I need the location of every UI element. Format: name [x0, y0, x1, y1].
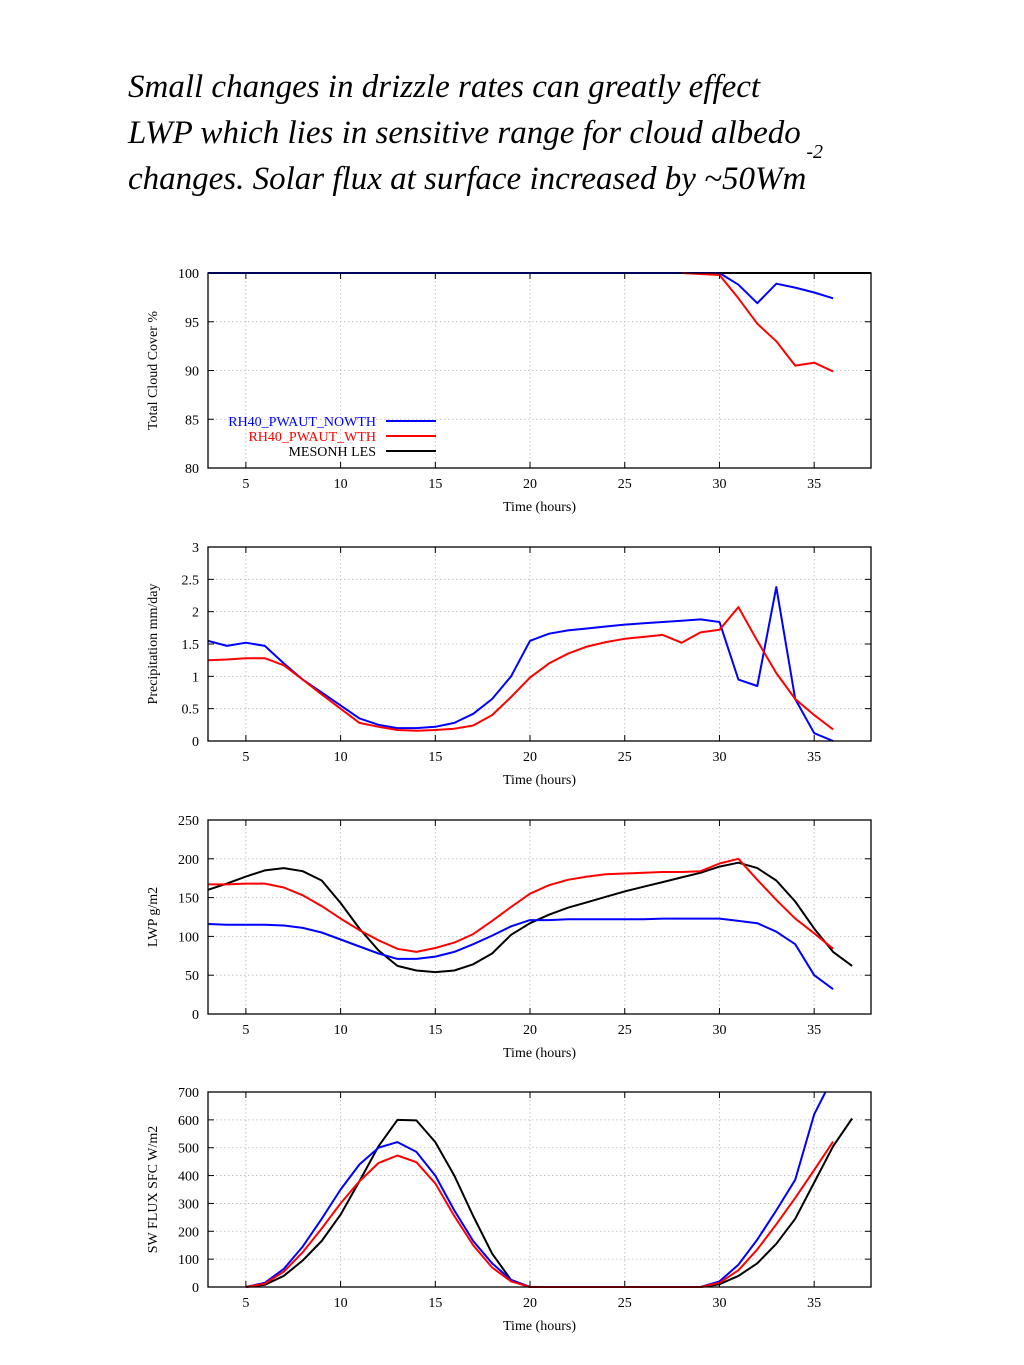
- chart-4-xtick-label-2: 15: [428, 1296, 442, 1311]
- chart-1-xtick-label-5: 30: [712, 477, 726, 492]
- chart-2-ylabel: Precipitation mm/day: [146, 584, 161, 705]
- chart-2-ytick-label-6: 3: [192, 541, 199, 556]
- chart-3-ytick-label-3: 150: [178, 892, 199, 907]
- chart-1-xtick-label-1: 10: [334, 477, 348, 492]
- chart-2-ytick-label-2: 1: [192, 670, 199, 685]
- chart-3: 5 10 15 20 25 30 35 0 50 100 150 200 250 Time (hours)…: [146, 814, 872, 1061]
- chart-4-frame: [207, 1091, 872, 1288]
- chart-3-xtick-label-2: 15: [428, 1023, 442, 1038]
- chart-1-xtick-label-6: 35: [807, 477, 821, 492]
- chart-4-xlabel: Time (hours): [503, 1319, 576, 1334]
- chart-4-ytick-label-0: 0: [192, 1281, 199, 1296]
- chart-2-xtick-label-0: 5: [242, 750, 249, 765]
- chart-4-series-rh40-pwaut-wth: [245, 1141, 834, 1288]
- chart-3-series-rh40-pwaut-nowth: [208, 917, 834, 991]
- chart-3-xlabel: Time (hours): [503, 1046, 576, 1061]
- chart-2: 5 10 15 20 25 30 35 0 0.5 1 1.5 2 2.5 3 Time (hours) Pr…: [146, 541, 872, 788]
- chart-4-ylabel: SW FLUX SFC W/m2: [146, 1126, 161, 1253]
- chart-2-xtick-label-2: 15: [428, 750, 442, 765]
- chart-3-ytick-label-1: 50: [185, 969, 199, 984]
- chart-1-ytick-label-2: 90: [185, 365, 199, 380]
- chart-4-xtick-label-4: 25: [618, 1296, 632, 1311]
- chart-4-ytick-label-3: 300: [178, 1197, 199, 1212]
- chart-1-legend-label-rh40-pwaut-wth: RH40_PWAUT_WTH: [248, 430, 376, 445]
- chart-1-ytick-label-1: 85: [185, 413, 199, 428]
- chart-2-xtick-label-1: 10: [334, 750, 348, 765]
- chart-3-xtick-label-1: 10: [334, 1023, 348, 1038]
- chart-2-xtick-label-4: 25: [618, 750, 632, 765]
- chart-4-series-mesonh-les: [245, 1117, 853, 1288]
- chart-2-xtick-label-6: 35: [807, 750, 821, 765]
- chart-2-xlabel: Time (hours): [503, 773, 576, 788]
- chart-4: 5 10 15 20 25 30 35 0 100 200 300 400 500 600 700 Time …: [146, 1086, 872, 1334]
- chart-4-ytick-label-5: 500: [178, 1142, 199, 1157]
- chart-3-xtick-label-6: 35: [807, 1023, 821, 1038]
- chart-2-frame: [207, 546, 872, 742]
- chart-2-series-rh40-pwaut-wth: [208, 606, 834, 732]
- chart-1-xtick-label-4: 25: [618, 477, 632, 492]
- caption-superscript: -2: [806, 141, 824, 163]
- chart-3-xtick-label-5: 30: [712, 1023, 726, 1038]
- chart-4-xtick-label-1: 10: [334, 1296, 348, 1311]
- caption-line-3: changes. Solar flux at surface increased…: [128, 142, 988, 202]
- chart-2-ytick-label-4: 2: [192, 606, 199, 621]
- chart-3-ytick-label-4: 200: [178, 853, 199, 868]
- chart-3-ytick-label-5: 250: [178, 814, 199, 829]
- chart-4-xtick-label-6: 35: [807, 1296, 821, 1311]
- chart-1-ytick-label-0: 80: [185, 462, 199, 477]
- chart-4-ytick-label-7: 700: [178, 1086, 199, 1101]
- chart-3-ylabel: LWP g/m2: [146, 887, 161, 947]
- chart-2-xtick-label-3: 20: [523, 750, 537, 765]
- caption-line-3-text: changes. Solar flux at surface increased…: [128, 161, 807, 197]
- chart-3-xtick-label-3: 20: [523, 1023, 537, 1038]
- chart-3-frame: [207, 819, 872, 1015]
- chart-1-ytick-label-4: 100: [178, 267, 199, 282]
- chart-3-series-rh40-pwaut-wth: [208, 857, 834, 953]
- chart-3-ytick-label-2: 100: [178, 930, 199, 945]
- caption-line-1: Small changes in drizzle rates can great…: [128, 69, 761, 105]
- chart-1-legend-label-mesonh-les: MESONH LES: [288, 445, 376, 460]
- chart-1-series-rh40-pwaut-wth: [681, 272, 834, 373]
- chart-4-ytick-label-6: 600: [178, 1114, 199, 1129]
- chart-4-xtick-label-3: 20: [523, 1296, 537, 1311]
- chart-1: 5 10 15 20 25 30 35 80 85 90 95 100 Time (hours) Tota…: [146, 267, 872, 515]
- chart-2-ytick-label-5: 2.5: [182, 573, 200, 588]
- chart-1-xtick-label-0: 5: [242, 477, 249, 492]
- chart-1-xlabel: Time (hours): [503, 500, 576, 515]
- chart-4-ytick-label-4: 400: [178, 1170, 199, 1185]
- chart-1-xtick-label-3: 20: [523, 477, 537, 492]
- chart-1-legend-label-rh40-pwaut-nowth: RH40_PWAUT_NOWTH: [228, 415, 376, 430]
- chart-4-xtick-label-0: 5: [242, 1296, 249, 1311]
- chart-1-ytick-label-3: 95: [185, 316, 199, 331]
- caption-line-2: LWP which lies in sensitive range for cl…: [128, 115, 801, 151]
- chart-2-ytick-label-3: 1.5: [182, 638, 200, 653]
- chart-4-series-rh40-pwaut-nowth: [245, 1091, 827, 1288]
- chart-1-xtick-label-2: 15: [428, 477, 442, 492]
- chart-4-xtick-label-5: 30: [712, 1296, 726, 1311]
- chart-4-ytick-label-1: 100: [178, 1253, 199, 1268]
- chart-2-ytick-label-0: 0: [192, 735, 199, 750]
- chart-3-ytick-label-0: 0: [192, 1008, 199, 1023]
- chart-2-ytick-label-1: 0.5: [182, 703, 200, 718]
- chart-2-xtick-label-5: 30: [712, 750, 726, 765]
- chart-1-ylabel: Total Cloud Cover %: [146, 311, 161, 431]
- chart-4-ytick-label-2: 200: [178, 1225, 199, 1240]
- chart-3-xtick-label-0: 5: [242, 1023, 249, 1038]
- caption: Small changes in drizzle rates can great…: [128, 64, 988, 202]
- chart-3-xtick-label-4: 25: [618, 1023, 632, 1038]
